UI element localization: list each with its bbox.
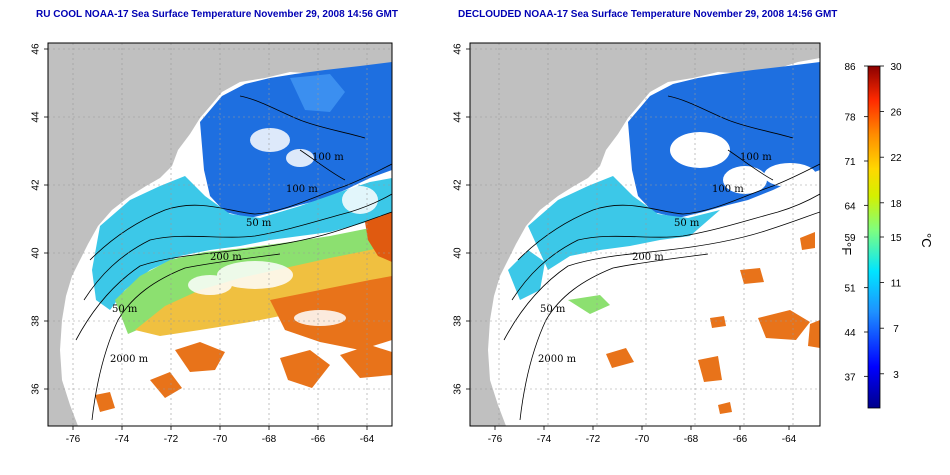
contour-label: 100 m [712, 184, 744, 195]
fahrenheit-tick-label: 71 [844, 157, 856, 168]
y-tick-label: 38 [453, 315, 464, 327]
fahrenheit-tick-label: 64 [844, 201, 856, 212]
y-tick-label: 36 [453, 383, 464, 395]
fahrenheit-tick-label: 86 [844, 62, 856, 73]
cold-water-region [290, 74, 345, 112]
x-tick-label: -74 [537, 434, 552, 445]
celsius-tick-label: 30 [890, 62, 902, 73]
celsius-ticks: 30 26 22 18 15 11 7 3 [880, 62, 902, 381]
cold-water-region [200, 62, 392, 218]
warm-water-region [175, 342, 225, 372]
fahrenheit-tick-label: 37 [844, 372, 856, 383]
x-tick-label: -70 [635, 434, 650, 445]
contour-label: 50 m [540, 304, 566, 315]
x-tick-label: -72 [164, 434, 179, 445]
warm-water-region [135, 244, 392, 336]
bathymetry-contours [75, 95, 392, 421]
x-tick-label: -66 [733, 434, 748, 445]
temperature-colorbar [867, 65, 881, 409]
celsius-tick-label: 7 [893, 324, 899, 335]
contour-label: 50 m [112, 304, 138, 315]
y-tick-label: 44 [453, 111, 464, 123]
contour-label: 200 m [210, 252, 242, 263]
y-tick-label: 46 [453, 43, 464, 55]
fahrenheit-tick-label: 78 [844, 113, 856, 124]
celsius-tick-label: 22 [890, 153, 902, 164]
celsius-tick-label: 18 [890, 199, 902, 210]
contour-label: 100 m [286, 184, 318, 195]
contour-label: 2000 m [110, 354, 149, 365]
right-sst-map[interactable]: 100 m 100 m 50 m 200 m 50 m 2000 m [469, 42, 821, 427]
mild-water-region [568, 295, 610, 314]
left-map-title: RU COOL NOAA-17 Sea Surface Temperature … [36, 9, 398, 20]
contour-label: 200 m [632, 252, 664, 263]
y-tick-label: 40 [31, 247, 42, 259]
land-mass [48, 43, 392, 426]
warm-water-region [150, 372, 182, 398]
celsius-unit-label: °C [919, 233, 934, 248]
contour-label: 2000 m [538, 354, 577, 365]
cool-water-region [528, 176, 720, 270]
x-tick-label: -76 [488, 434, 503, 445]
right-x-axis: -76 -74 -72 -70 -68 -66 -64 [488, 426, 797, 445]
y-tick-label: 38 [31, 315, 42, 327]
y-tick-label: 36 [31, 383, 42, 395]
fahrenheit-unit-label: °F [839, 242, 854, 255]
y-tick-label: 40 [453, 247, 464, 259]
fahrenheit-ticks: 86 78 71 64 59 51 44 37 [844, 62, 868, 383]
x-tick-label: -64 [782, 434, 797, 445]
graticule [470, 43, 820, 426]
x-tick-label: -76 [66, 434, 81, 445]
x-tick-label: -68 [684, 434, 699, 445]
celsius-tick-label: 26 [890, 108, 902, 119]
warm-water-region [365, 212, 392, 262]
land-mass [470, 43, 820, 426]
contour-label: 50 m [246, 218, 272, 229]
cloud-mask [670, 132, 816, 194]
y-tick-label: 44 [31, 111, 42, 123]
celsius-tick-label: 11 [891, 279, 902, 290]
left-y-axis: 46 44 42 40 38 36 [31, 43, 48, 395]
x-tick-label: -68 [262, 434, 277, 445]
fahrenheit-tick-label: 44 [844, 328, 856, 339]
warm-water-region [340, 345, 392, 378]
contour-label: 100 m [740, 152, 772, 163]
warm-water-region [95, 392, 115, 412]
x-tick-label: -72 [586, 434, 601, 445]
celsius-tick-label: 15 [890, 233, 902, 244]
cloud-speckles [188, 128, 378, 326]
land-mass [300, 43, 392, 76]
x-tick-label: -70 [213, 434, 228, 445]
right-map-title: DECLOUDED NOAA-17 Sea Surface Temperatur… [458, 9, 838, 20]
fahrenheit-tick-label: 59 [844, 233, 856, 244]
x-tick-label: -64 [360, 434, 375, 445]
fahrenheit-tick-label: 51 [844, 284, 856, 295]
left-x-axis: -76 -74 -72 -70 -68 -66 -64 [66, 426, 375, 445]
celsius-tick-label: 3 [893, 370, 899, 381]
left-sst-map[interactable]: 100 m 100 m 50 m 200 m 50 m 2000 m [47, 42, 393, 427]
graticule [48, 43, 392, 426]
y-tick-label: 46 [31, 43, 42, 55]
warm-water-region [280, 350, 330, 388]
warm-water-region [606, 232, 820, 414]
right-y-axis: 46 44 42 40 38 36 [453, 43, 470, 395]
y-tick-label: 42 [453, 179, 464, 191]
contour-label: 100 m [312, 152, 344, 163]
bathymetry-contours [503, 95, 820, 421]
x-tick-label: -74 [115, 434, 130, 445]
x-tick-label: -66 [311, 434, 326, 445]
y-tick-label: 42 [31, 179, 42, 191]
cool-water-region [508, 250, 545, 300]
contour-label: 50 m [674, 218, 700, 229]
